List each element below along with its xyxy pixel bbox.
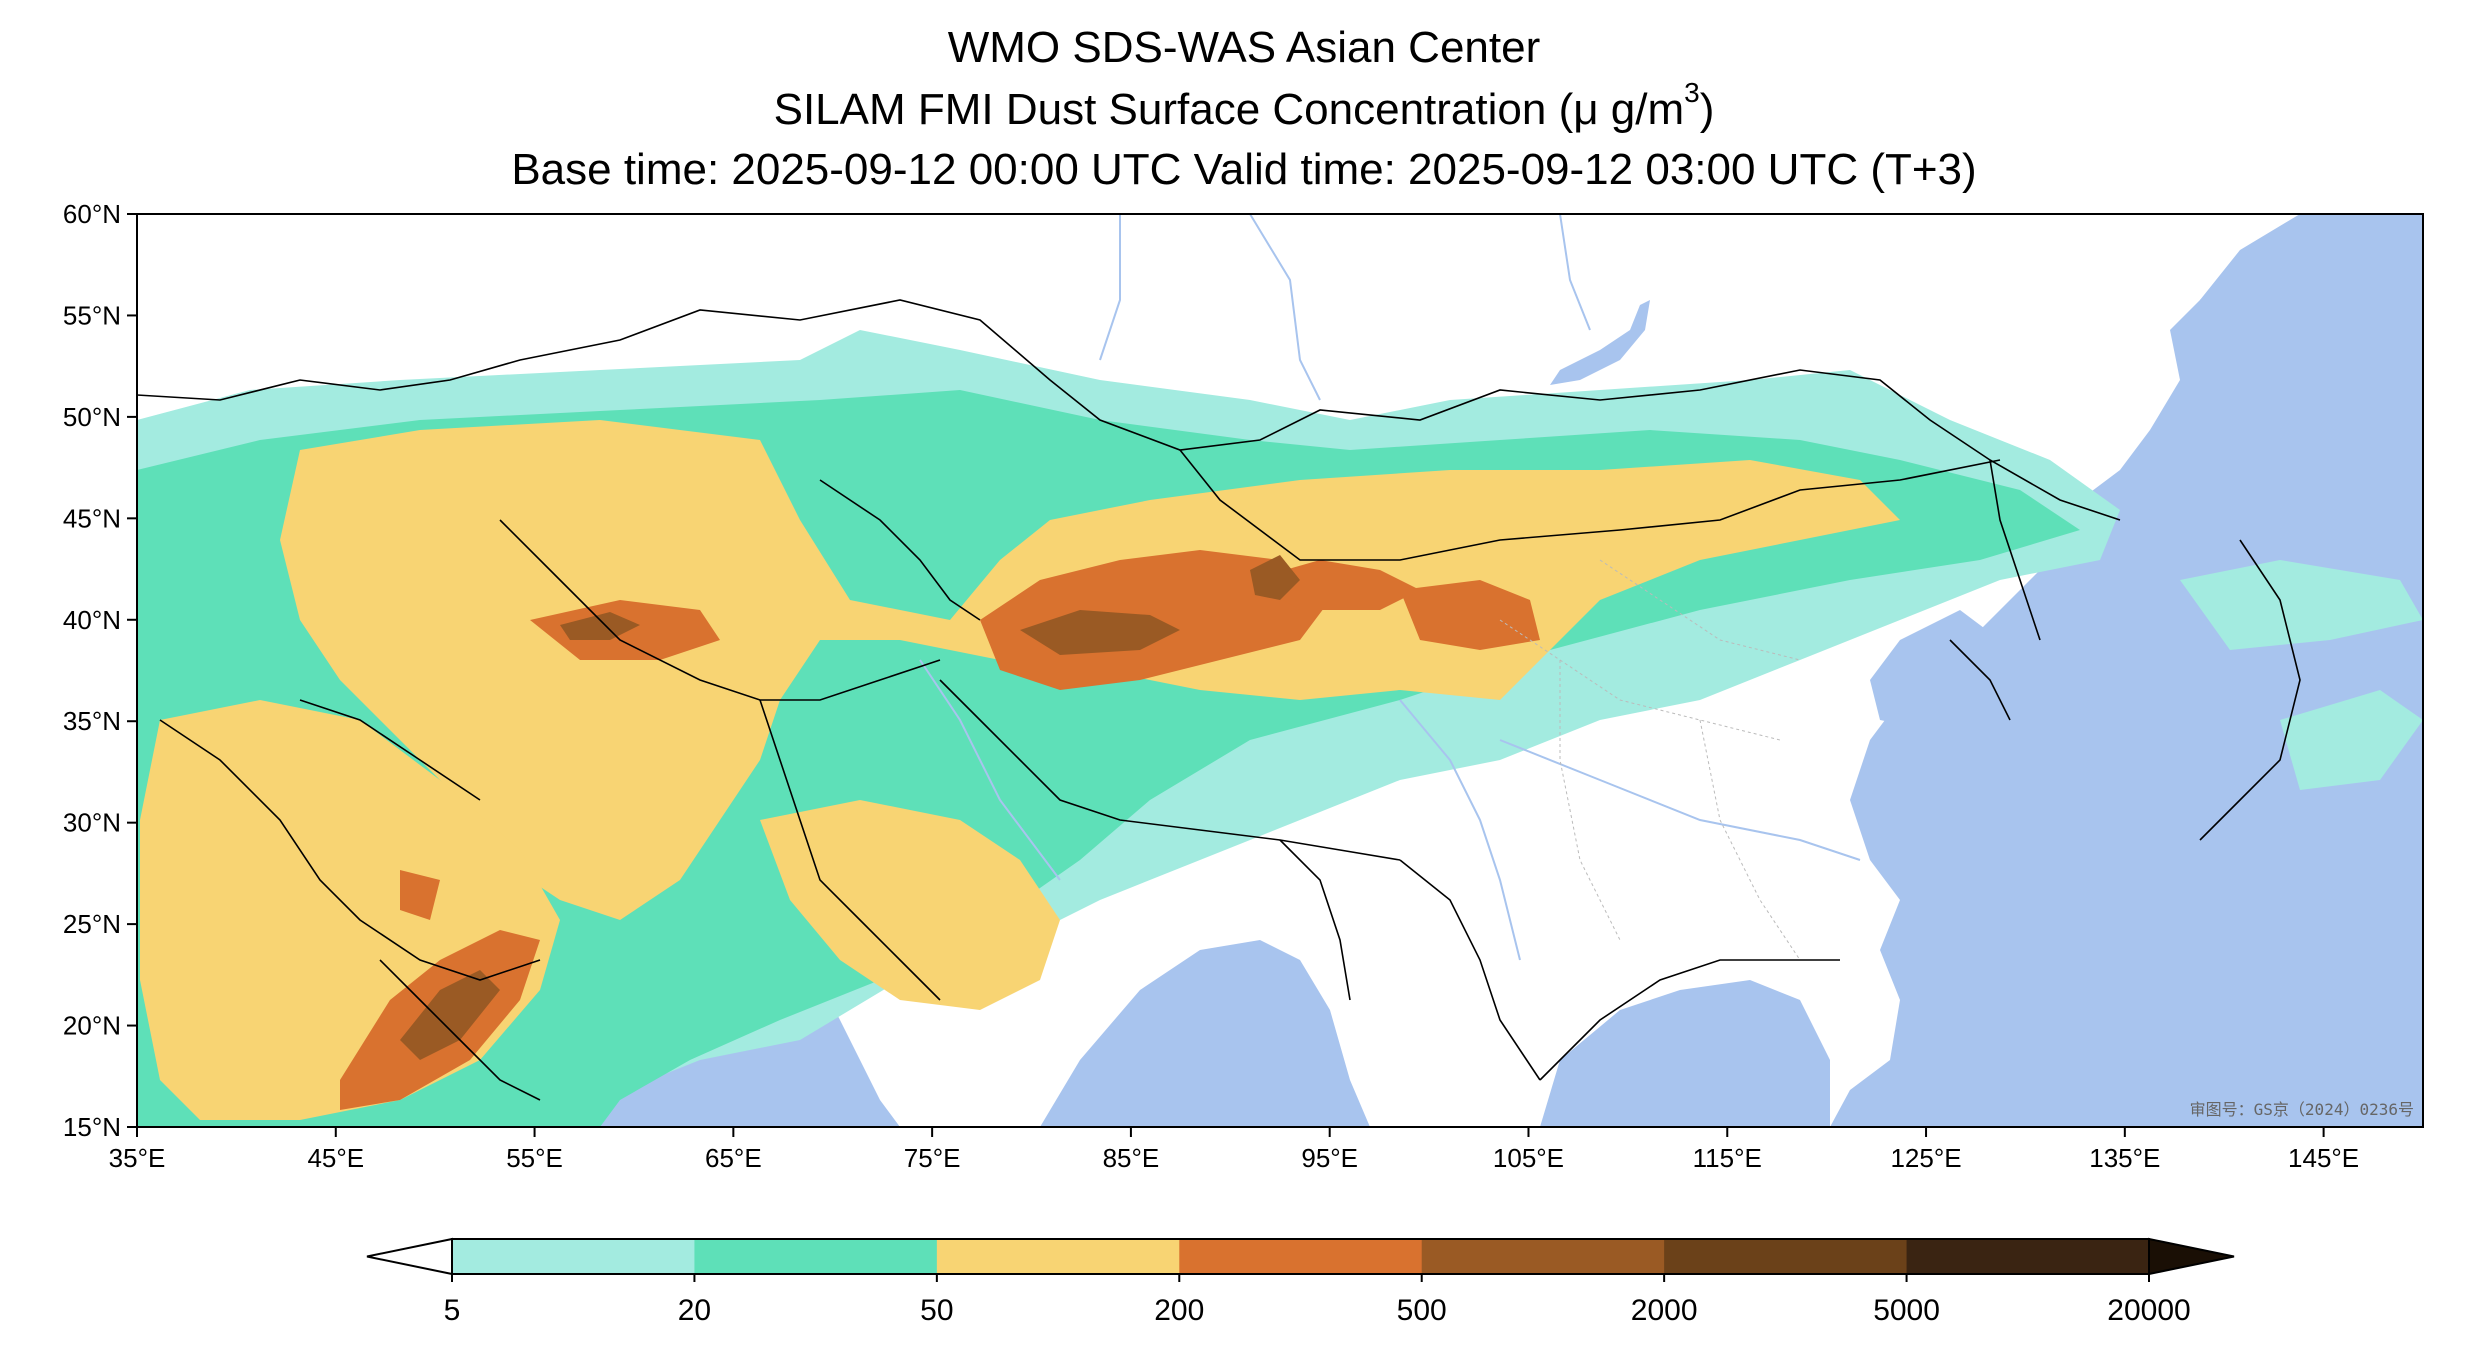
map-time-info: Base time: 2025-09-12 00:00 UTC Valid ti… — [511, 145, 1977, 194]
lat-tick-label: 45°N — [63, 503, 121, 533]
map-frame — [136, 213, 2424, 1128]
lon-tick-label: 125°E — [1890, 1143, 1961, 1173]
latitude-axis: 15°N 20°N 25°N 30°N 35°N 40°N 45°N 50°N 55°N 60°N — [63, 199, 137, 1142]
lat-tick-label: 35°N — [63, 706, 121, 736]
rivers — [919, 214, 1861, 961]
lon-tick-label: 145°E — [2288, 1143, 2359, 1173]
lat-tick-label: 25°N — [63, 909, 121, 939]
colorbar-label: 20 — [678, 1294, 711, 1327]
lat-tick-label: 30°N — [63, 808, 121, 838]
colorbar-frame — [451, 1238, 2150, 1275]
lon-tick-label: 35°E — [109, 1143, 166, 1173]
colorbar-label: 20000 — [2107, 1294, 2190, 1327]
colorbar-label: 2000 — [1631, 1294, 1698, 1327]
lon-tick-label: 115°E — [1693, 1143, 1762, 1173]
map-subtitle: SILAM FMI Dust Surface Concentration (μ … — [773, 77, 1715, 135]
bay-of-bengal — [1040, 940, 1370, 1127]
lon-tick-label: 105°E — [1493, 1143, 1564, 1173]
colorbar-segment — [1179, 1239, 1423, 1274]
lat-tick-label: 20°N — [63, 1011, 121, 1041]
longitude-axis: 35°E 45°E 55°E 65°E 75°E 85°E 95°E 105°E 115°E 12… — [109, 1127, 2359, 1173]
lon-tick-label: 95°E — [1301, 1143, 1358, 1173]
colorbar: 5 20 50 200 500 2000 5000 20000 — [366, 1237, 2235, 1327]
lake-baikal — [1550, 300, 1650, 385]
lon-tick-label: 75°E — [904, 1143, 961, 1173]
colorbar-label: 5 — [444, 1294, 461, 1327]
map-title: WMO SDS-WAS Asian Center — [947, 23, 1541, 72]
lat-tick-label: 60°N — [63, 199, 121, 229]
map-credit: 审图号：GS京（2024）0236号 — [2190, 1100, 2414, 1119]
dust-level-500-2000 — [400, 555, 1300, 1060]
colorbar-segment — [1664, 1239, 1908, 1274]
lon-tick-label: 85°E — [1103, 1143, 1160, 1173]
colorbar-segment — [452, 1239, 695, 1274]
lon-tick-label: 65°E — [705, 1143, 762, 1173]
colorbar-segment — [1906, 1239, 2150, 1274]
colorbar-label: 50 — [920, 1294, 953, 1327]
map-area — [137, 214, 2423, 1127]
lon-tick-label: 45°E — [307, 1143, 364, 1173]
country-borders — [137, 299, 2301, 1101]
yellow-sea — [1870, 610, 2000, 730]
south-china-sea — [1540, 980, 1830, 1127]
colorbar-over-arrow — [2148, 1237, 2235, 1276]
colorbar-segment — [694, 1239, 938, 1274]
lat-tick-label: 55°N — [63, 300, 121, 330]
sea-of-okhotsk — [2200, 214, 2423, 560]
colorbar-label: 5000 — [1873, 1294, 1940, 1327]
colorbar-label: 500 — [1397, 1294, 1447, 1327]
lon-tick-label: 55°E — [506, 1143, 563, 1173]
lat-tick-label: 40°N — [63, 605, 121, 635]
colorbar-segment — [1421, 1239, 1665, 1274]
colorbar-segment — [936, 1239, 1180, 1274]
colorbar-label: 200 — [1154, 1294, 1204, 1327]
province-borders — [1499, 559, 1801, 961]
lat-tick-label: 50°N — [63, 402, 121, 432]
colorbar-under-arrow — [366, 1237, 453, 1276]
lat-tick-label: 15°N — [63, 1112, 121, 1142]
lon-tick-label: 135°E — [2089, 1143, 2160, 1173]
